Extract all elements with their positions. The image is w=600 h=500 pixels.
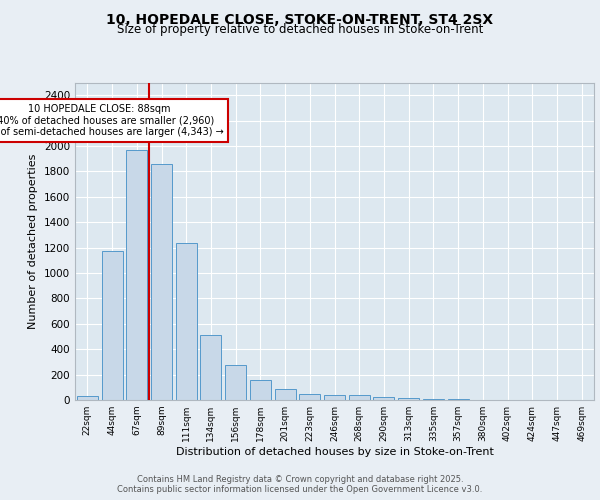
Bar	[126, 150, 147, 400]
Bar	[250, 380, 271, 400]
X-axis label: Distribution of detached houses by size in Stoke-on-Trent: Distribution of detached houses by size …	[176, 447, 493, 457]
Bar	[299, 394, 320, 400]
Y-axis label: Number of detached properties: Number of detached properties	[28, 154, 38, 329]
Bar	[324, 394, 345, 400]
Text: 10 HOPEDALE CLOSE: 88sqm
← 40% of detached houses are smaller (2,960)
59% of sem: 10 HOPEDALE CLOSE: 88sqm ← 40% of detach…	[0, 104, 224, 138]
Bar	[77, 396, 98, 400]
Text: Size of property relative to detached houses in Stoke-on-Trent: Size of property relative to detached ho…	[117, 24, 483, 36]
Text: Contains HM Land Registry data © Crown copyright and database right 2025.
Contai: Contains HM Land Registry data © Crown c…	[118, 474, 482, 494]
Bar	[225, 365, 246, 400]
Bar	[176, 242, 197, 400]
Text: 10, HOPEDALE CLOSE, STOKE-ON-TRENT, ST4 2SX: 10, HOPEDALE CLOSE, STOKE-ON-TRENT, ST4 …	[106, 12, 494, 26]
Bar	[373, 398, 394, 400]
Bar	[151, 164, 172, 400]
Bar	[275, 388, 296, 400]
Bar	[349, 395, 370, 400]
Bar	[200, 334, 221, 400]
Bar	[101, 252, 122, 400]
Bar	[398, 398, 419, 400]
